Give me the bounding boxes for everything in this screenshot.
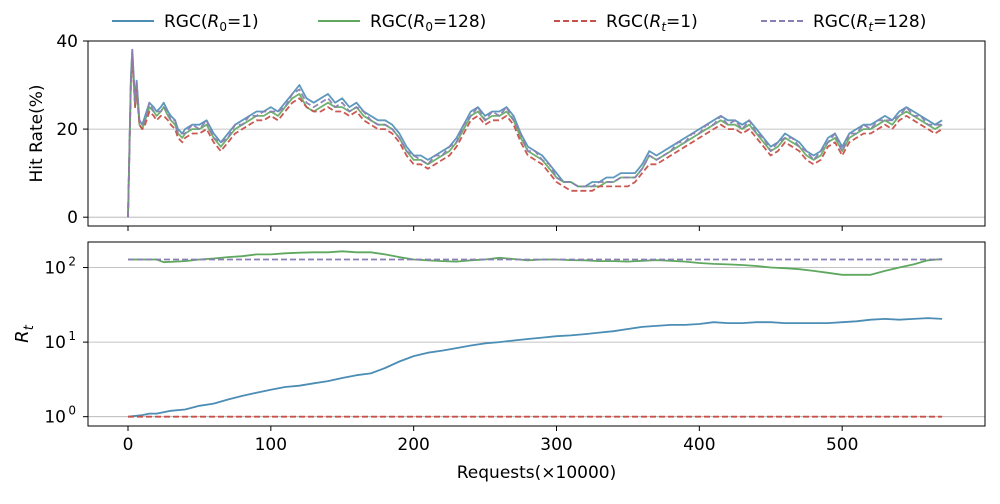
legend-label-suffix: =128) [873, 12, 926, 32]
log-ytick-base: 10 [44, 408, 66, 428]
rt-axis-label-text: Rt [12, 324, 37, 343]
legend-label-prefix: RGC( [370, 12, 414, 32]
legend-label-1: RGC(R0=1) [164, 12, 259, 34]
top-axes-frame [87, 40, 986, 227]
rt-panel: 10 010 110 20 100 200 300 400 500Requests(×10000… [12, 241, 986, 483]
xtick-label-200: 200 [397, 435, 429, 455]
rt-line-rgc-r-1 [127, 317, 943, 418]
legend-label-4: RGC(Rt=128) [813, 12, 926, 34]
xtick-label-400: 400 [683, 435, 715, 455]
legend-label-suffix: =1) [666, 12, 698, 32]
ytick-label-20: 20 [56, 120, 78, 140]
rt-axis-label-base: R [12, 330, 33, 343]
hit-rate-line-rgc-r-1 [127, 57, 943, 218]
xtick-label-300: 300 [540, 435, 572, 455]
xtick-label-0: 0 [123, 435, 134, 455]
log-ytick-exponent-1: 0 [68, 404, 76, 418]
log-ytick-exponent-100: 2 [68, 255, 76, 269]
legend-label-suffix: =128) [433, 12, 486, 32]
rt-axis-label: Rt [12, 324, 37, 343]
legend-label-subscript: t [868, 20, 874, 34]
hit-rate-line-rgc-r-1 [127, 48, 943, 218]
hit-rate-panel: 0 20 40 Hit Rate(%) [27, 32, 986, 231]
xtick-label-500: 500 [826, 435, 858, 455]
ytick-label-0: 0 [67, 208, 78, 228]
legend-label-variable: R [414, 12, 426, 32]
xtick-label-100: 100 [255, 435, 287, 455]
legend-label-prefix: RGC( [606, 12, 650, 32]
legend-label-subscript: t [661, 20, 667, 34]
rt-axis-label-sub: t [22, 324, 37, 330]
bottom-axes-frame [87, 241, 986, 427]
legend-label-2: RGC(R0=128) [370, 12, 486, 34]
legend-label-subscript: 0 [425, 20, 433, 34]
log-ytick-label-100: 10 [44, 259, 66, 279]
log-ytick-label-10: 10 [44, 333, 66, 353]
legend: RGC(R0=1) RGC(R0=128) RGC(Rt=1) RGC(Rt=128) [112, 12, 926, 34]
legend-label-variable: R [208, 12, 220, 32]
legend-label-subscript: 0 [219, 20, 227, 34]
legend-label-variable: R [857, 12, 869, 32]
log-ytick-base: 10 [44, 333, 66, 353]
x-axis-label: Requests(×10000) [457, 463, 617, 483]
legend-label-variable: R [650, 12, 662, 32]
log-ytick-base: 10 [44, 259, 66, 279]
hit-rate-line-rgc-r-128 [127, 48, 943, 218]
ytick-label-40: 40 [56, 32, 78, 52]
legend-label-3: RGC(Rt=1) [606, 12, 698, 34]
legend-label-prefix: RGC( [813, 12, 857, 32]
log-ytick-exponent-10: 1 [68, 329, 76, 343]
log-ytick-label-1: 10 [44, 408, 66, 428]
legend-label-prefix: RGC( [164, 12, 208, 32]
legend-label-suffix: =1) [227, 12, 259, 32]
hit-rate-axis-label: Hit Rate(%) [27, 85, 47, 183]
